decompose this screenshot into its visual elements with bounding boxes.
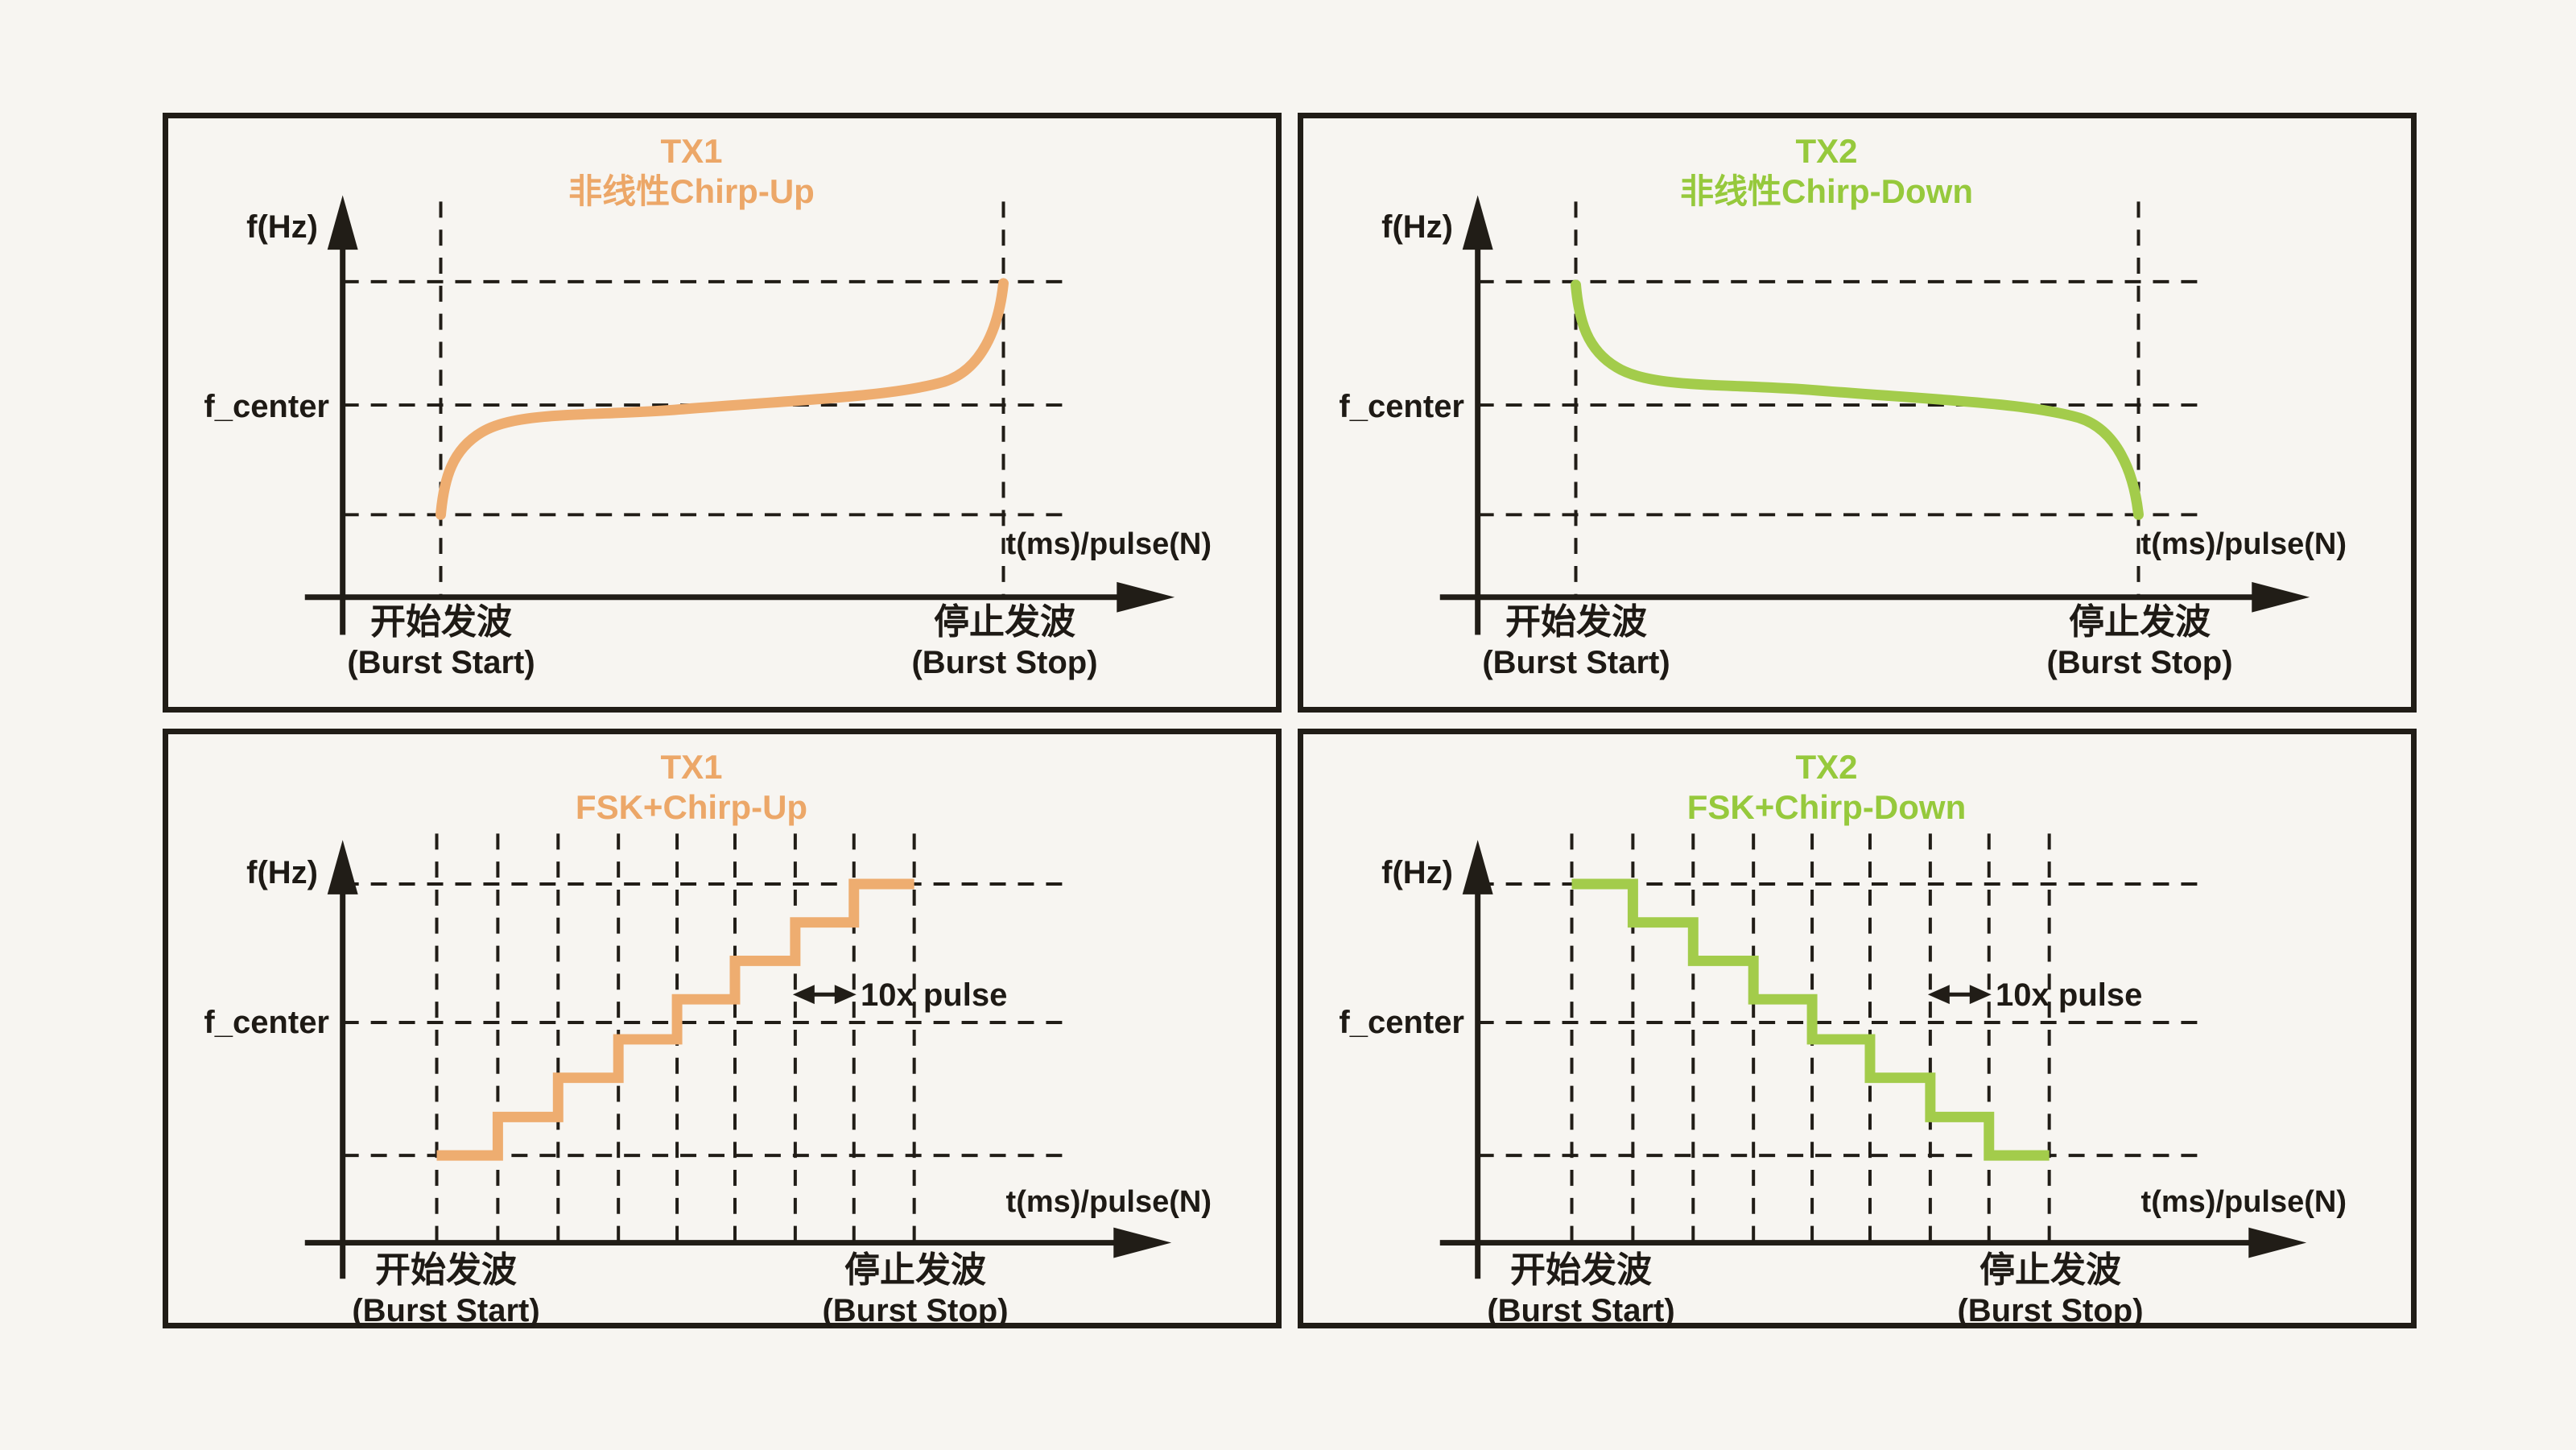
panel-title-mode: FSK+Chirp-Up — [575, 788, 808, 826]
panel-title-channel: TX2 — [1795, 132, 1858, 170]
burst-stop-label: 停止发波 (Burst Stop) — [819, 601, 1190, 682]
burst-start-zh: 开始发波 — [1510, 1250, 1652, 1290]
x-axis-label: t(ms)/pulse(N) — [2140, 527, 2347, 561]
y-axis-label: f(Hz) — [1381, 855, 1453, 890]
burst-stop-label: 停止发波 (Burst Stop) — [730, 1250, 1100, 1330]
burst-stop-zh: 停止发波 — [844, 1250, 986, 1290]
burst-stop-en: (Burst Stop) — [822, 1293, 1009, 1328]
waveform-plot — [304, 195, 1175, 635]
burst-start-label: 开始发波 (Burst Start) — [1396, 1250, 1766, 1330]
panel-title-mode: 非线性Chirp-Up — [568, 172, 815, 210]
waveform-panel-tx1-nonlinear-chirp-up: TX1 非线性Chirp-Up f(Hz) f_center t(ms)/pul… — [163, 113, 1282, 713]
waveform-panel-tx2-fsk-chirp-down: TX2 FSK+Chirp-Down f(Hz) f_center t(ms)/… — [1298, 729, 2417, 1328]
f-center-label: f_center — [204, 389, 329, 424]
waveform-plot — [304, 833, 1172, 1279]
burst-start-en: (Burst Start) — [1482, 645, 1670, 680]
panel-title-mode: 非线性Chirp-Down — [1680, 172, 1973, 210]
f-center-label: f_center — [1339, 389, 1464, 424]
f-center-label: f_center — [1339, 1005, 1464, 1040]
x-axis-label: t(ms)/pulse(N) — [1005, 527, 1212, 561]
panel-title: TX1 FSK+Chirp-Up — [168, 747, 1215, 828]
waveform-plot — [1439, 195, 2310, 635]
panel-title-channel: TX1 — [660, 132, 723, 170]
y-axis-label: f(Hz) — [1381, 209, 1453, 245]
panel-title-channel: TX2 — [1795, 748, 1858, 786]
x-axis-label: t(ms)/pulse(N) — [1005, 1185, 1212, 1219]
burst-start-label: 开始发波 (Burst Start) — [261, 1250, 631, 1330]
burst-start-en: (Burst Start) — [1487, 1293, 1675, 1328]
waveform-panel-tx1-fsk-chirp-up: TX1 FSK+Chirp-Up f(Hz) f_center t(ms)/pu… — [163, 729, 1282, 1328]
burst-stop-zh: 停止发波 — [1979, 1250, 2121, 1290]
burst-stop-en: (Burst Stop) — [911, 645, 1098, 680]
burst-start-en: (Burst Start) — [347, 645, 535, 680]
burst-stop-en: (Burst Stop) — [2046, 645, 2233, 680]
burst-stop-zh: 停止发波 — [2069, 602, 2211, 642]
burst-start-zh: 开始发波 — [370, 602, 512, 642]
burst-start-zh: 开始发波 — [375, 1250, 517, 1290]
panel-title-channel: TX1 — [660, 748, 723, 786]
burst-stop-en: (Burst Stop) — [1957, 1293, 2144, 1328]
panel-title: TX1 非线性Chirp-Up — [168, 131, 1215, 212]
pulse-width-annotation: 10x pulse — [861, 977, 1008, 1013]
waveform-plot — [1439, 833, 2307, 1279]
y-axis-label: f(Hz) — [246, 209, 318, 245]
waveform-panel-tx2-nonlinear-chirp-down: TX2 非线性Chirp-Down f(Hz) f_center t(ms)/p… — [1298, 113, 2417, 713]
burst-stop-zh: 停止发波 — [934, 602, 1075, 642]
panel-title-mode: FSK+Chirp-Down — [1686, 788, 1967, 826]
burst-start-label: 开始发波 (Burst Start) — [256, 601, 626, 682]
panel-title: TX2 FSK+Chirp-Down — [1303, 747, 2350, 828]
y-axis-label: f(Hz) — [246, 855, 318, 890]
f-center-label: f_center — [204, 1005, 329, 1040]
burst-start-en: (Burst Start) — [352, 1293, 540, 1328]
pulse-width-annotation: 10x pulse — [1996, 977, 2143, 1013]
x-axis-label: t(ms)/pulse(N) — [2140, 1185, 2347, 1219]
burst-start-zh: 开始发波 — [1505, 602, 1647, 642]
burst-stop-label: 停止发波 (Burst Stop) — [1865, 1250, 2235, 1330]
burst-start-label: 开始发波 (Burst Start) — [1391, 601, 1761, 682]
panel-title: TX2 非线性Chirp-Down — [1303, 131, 2350, 212]
burst-stop-label: 停止发波 (Burst Stop) — [1955, 601, 2325, 682]
